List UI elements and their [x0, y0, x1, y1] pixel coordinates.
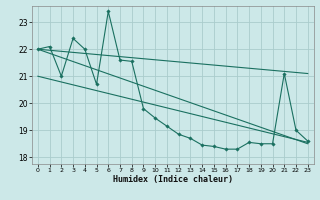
X-axis label: Humidex (Indice chaleur): Humidex (Indice chaleur) [113, 175, 233, 184]
